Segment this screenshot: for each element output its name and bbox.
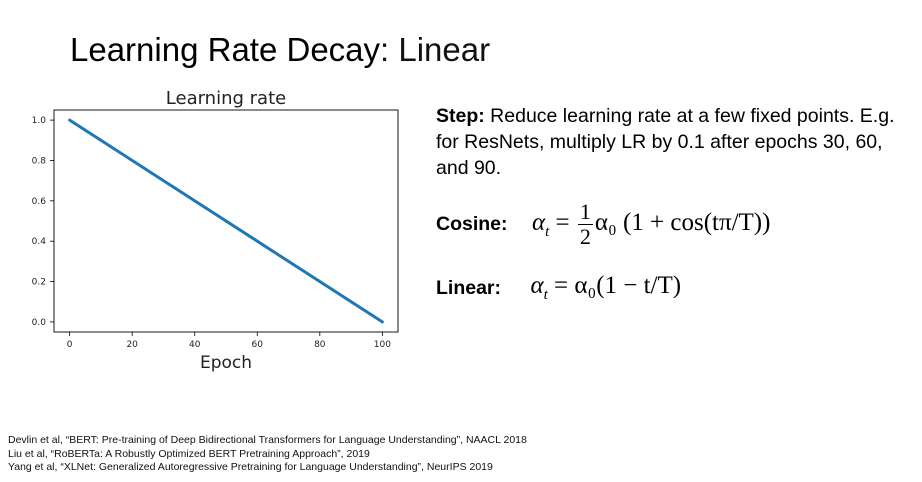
x-tick-label: 100 — [374, 340, 391, 350]
x-tick-label: 20 — [126, 340, 138, 350]
y-tick-label: 0.8 — [32, 156, 47, 166]
linear-sub: t — [543, 287, 548, 303]
y-tick-label: 0.0 — [32, 318, 47, 328]
title-separator: : — [380, 31, 399, 68]
cosine-equals: = — [549, 209, 576, 237]
slide-title: Learning Rate Decay: Linear — [70, 28, 490, 72]
y-tick-label: 0.6 — [32, 197, 47, 207]
linear-equation-row: Linear: αt = α₀(1 − t/T) — [436, 272, 681, 304]
references: Devlin et al, “BERT: Pre-training of Dee… — [8, 434, 527, 475]
plot-frame — [53, 109, 399, 333]
step-label: Step: — [436, 105, 485, 127]
linear-equals: = — [547, 272, 575, 299]
step-body: Reduce learning rate at a few fixed poin… — [436, 105, 895, 179]
cosine-formula: αt = 1 2 α₀ (1 + cos(tπ/T)) — [532, 200, 770, 249]
linear-rhs: α₀(1 − t/T) — [574, 272, 682, 299]
cosine-label: Cosine: — [436, 213, 508, 235]
y-tick-label: 1.0 — [32, 116, 47, 126]
x-tick-label: 0 — [67, 340, 73, 350]
series-line — [68, 118, 384, 324]
x-axis-label: Epoch — [200, 353, 252, 373]
reference-item: Devlin et al, “BERT: Pre-training of Dee… — [8, 434, 527, 446]
cosine-rhs: α₀ (1 + cos(tπ/T)) — [594, 209, 771, 237]
cosine-equation-row: Cosine: αt = 1 2 α₀ (1 + cos(tπ/T)) — [436, 200, 770, 249]
chart-svg: Learning rate 0 20 40 60 80 100 0.0 0.2 0.4 0.6 0.8… — [32, 88, 399, 373]
linear-label: Linear: — [436, 276, 502, 299]
x-tick-label: 40 — [189, 340, 201, 350]
step-description: Step: Reduce learning rate at a few fixe… — [436, 103, 906, 181]
reference-item: Liu et al, “RoBERTa: A Robustly Optimize… — [8, 447, 370, 460]
chart-title: Learning rate — [166, 88, 286, 109]
y-tick-label: 0.4 — [32, 237, 47, 247]
cosine-numerator: 1 — [577, 199, 593, 225]
title-main: Learning Rate Decay — [70, 31, 381, 68]
cosine-denominator: 2 — [579, 224, 591, 249]
y-tick-label: 0.2 — [32, 278, 46, 288]
title-sub: Linear — [398, 31, 491, 68]
linear-alpha: α — [530, 272, 544, 299]
reference-item: Yang et al, “XLNet: Generalized Autoregr… — [8, 461, 493, 473]
x-tick-label: 80 — [314, 340, 326, 350]
x-tick-label: 60 — [252, 340, 264, 350]
learning-rate-chart: Learning rate 0 20 40 60 80 100 0.0 0.2 0.4 0.6 0.8… — [0, 80, 410, 380]
linear-formula: αt = α₀(1 − t/T) — [530, 272, 681, 304]
cosine-alpha: α — [531, 209, 546, 237]
cosine-sub: t — [545, 224, 550, 241]
